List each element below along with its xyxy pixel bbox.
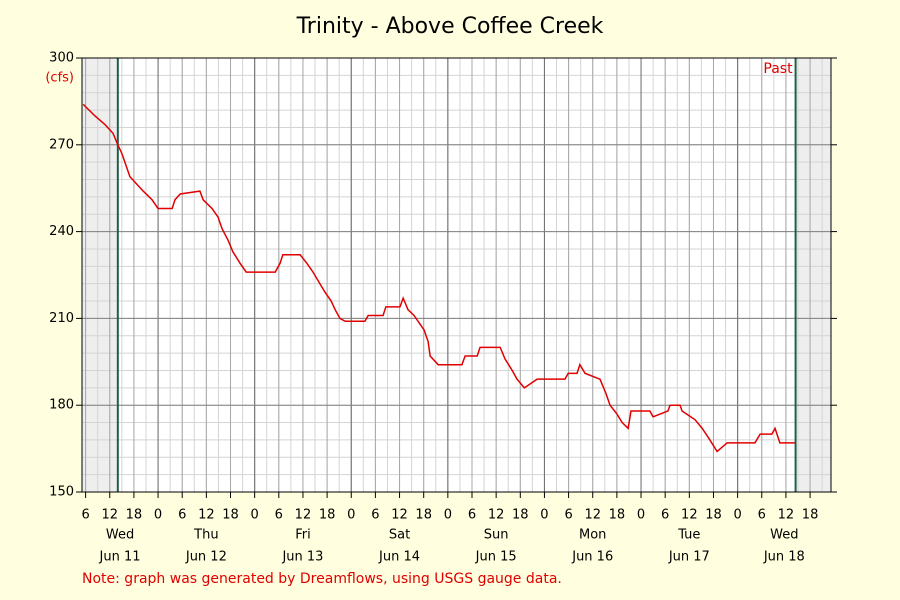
date-label: Jun 13: [281, 550, 323, 565]
y-tick-label: 180: [49, 398, 74, 413]
y-tick-label: 210: [49, 311, 74, 326]
date-label: Jun 11: [99, 550, 141, 565]
day-label: Mon: [579, 528, 606, 543]
y-tick-label: 150: [49, 485, 74, 500]
shade: [82, 58, 118, 492]
x-tick-label: 0: [444, 508, 452, 523]
x-tick-label: 12: [778, 508, 795, 523]
x-tick-label: 12: [295, 508, 312, 523]
x-tick-label: 18: [802, 508, 819, 523]
x-tick-label: 12: [391, 508, 408, 523]
x-tick-label: 12: [584, 508, 601, 523]
x-tick-label: 0: [733, 508, 741, 523]
x-tick-label: 18: [512, 508, 529, 523]
x-tick-label: 12: [488, 508, 505, 523]
x-tick-label: 0: [154, 508, 162, 523]
day-label: Fri: [295, 528, 311, 543]
x-tick-label: 6: [661, 508, 669, 523]
window-label: Past: [763, 61, 793, 77]
y-axis-label: (cfs): [45, 71, 74, 86]
day-label: Wed: [770, 528, 798, 543]
flow-line: [82, 103, 795, 453]
x-tick-label: 12: [681, 508, 698, 523]
x-tick-label: 0: [347, 508, 355, 523]
x-tick-label: 6: [758, 508, 766, 523]
x-tick-label: 18: [415, 508, 432, 523]
x-tick-label: 6: [371, 508, 379, 523]
x-tick-label: 0: [637, 508, 645, 523]
y-tick-label: 300: [49, 51, 74, 66]
y-tick-label: 240: [49, 224, 74, 239]
x-tick-label: 18: [222, 508, 239, 523]
x-tick-label: 6: [275, 508, 283, 523]
x-tick-label: 18: [609, 508, 626, 523]
shade: [795, 58, 831, 492]
date-label: Jun 17: [668, 550, 710, 565]
x-tick-label: 12: [101, 508, 118, 523]
chart-title: Trinity - Above Coffee Creek: [296, 14, 604, 39]
x-tick-label: 0: [251, 508, 259, 523]
x-tick-label: 12: [198, 508, 215, 523]
date-label: Jun 14: [378, 550, 420, 565]
plot-border: [81, 57, 832, 493]
x-tick-label: 0: [540, 508, 548, 523]
x-tick-label: 6: [468, 508, 476, 523]
x-tick-label: 6: [564, 508, 572, 523]
y-tick-label: 270: [49, 137, 74, 152]
note: Note: graph was generated by Dreamflows,…: [82, 571, 562, 587]
x-tick-label: 18: [705, 508, 722, 523]
date-label: Jun 16: [571, 550, 613, 565]
x-tick-label: 18: [126, 508, 143, 523]
x-tick-label: 18: [319, 508, 336, 523]
day-label: Tue: [677, 528, 700, 543]
day-label: Wed: [106, 528, 134, 543]
day-label: Thu: [193, 528, 218, 543]
date-label: Jun 18: [763, 550, 805, 565]
date-label: Jun 15: [475, 550, 517, 565]
day-label: Sun: [484, 528, 509, 543]
x-tick-label: 6: [81, 508, 89, 523]
date-label: Jun 12: [185, 550, 227, 565]
day-label: Sat: [389, 528, 410, 543]
x-tick-label: 6: [178, 508, 186, 523]
